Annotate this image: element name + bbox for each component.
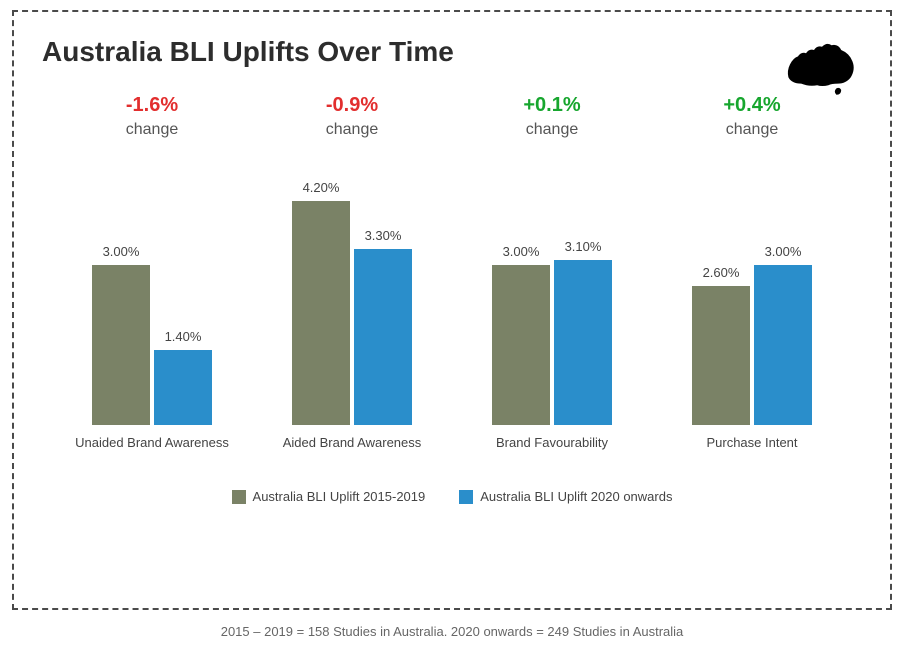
bar (754, 265, 812, 425)
bar-group: 4.20%3.30% Aided Brand Awareness (264, 185, 440, 469)
category-label: Brand Favourability (496, 435, 608, 469)
legend-swatch (232, 490, 246, 504)
bar-wrap: 3.00% (92, 244, 150, 425)
category-label: Purchase Intent (706, 435, 797, 469)
bar-value-label: 1.40% (165, 329, 202, 344)
bar (292, 201, 350, 425)
bar-value-label: 3.10% (565, 239, 602, 254)
change-item: -0.9% change (252, 94, 452, 139)
chart-title: Australia BLI Uplifts Over Time (42, 36, 862, 68)
legend-swatch (459, 490, 473, 504)
bar-wrap: 3.00% (754, 244, 812, 425)
change-label: change (252, 121, 452, 139)
change-label: change (652, 121, 852, 139)
australia-map-icon (782, 34, 862, 98)
change-value: -0.9% (252, 94, 452, 117)
change-label: change (52, 121, 252, 139)
bar-value-label: 3.00% (765, 244, 802, 259)
bar (692, 286, 750, 425)
bar-chart-area: 3.00%1.40%Unaided Brand Awareness4.20%3.… (42, 179, 862, 469)
bar-pair: 3.00% 1.40% (64, 185, 240, 425)
bar-value-label: 2.60% (703, 265, 740, 280)
bar-group: 3.00% 1.40% Unaided Brand Awareness (64, 185, 240, 469)
change-item: +0.1% change (452, 94, 652, 139)
category-label: Unaided Brand Awareness (75, 435, 229, 469)
change-summary-row: -1.6%change-0.9%change+0.1%change+0.4%ch… (42, 94, 862, 139)
bar-value-label: 3.00% (103, 244, 140, 259)
bar-value-label: 3.30% (365, 228, 402, 243)
legend-item: Australia BLI Uplift 2015-2019 (232, 489, 426, 504)
bar-value-label: 4.20% (303, 180, 340, 195)
category-label: Aided Brand Awareness (283, 435, 422, 469)
bar-value-label: 3.00% (503, 244, 540, 259)
bar-group: 2.60% 3.00% Purchase Intent (664, 185, 840, 469)
change-label: change (452, 121, 652, 139)
bar-group: 3.00% 3.10% Brand Favourability (464, 185, 640, 469)
chart-frame: Australia BLI Uplifts Over Time -1.6%cha… (12, 10, 892, 610)
bar (554, 260, 612, 425)
bar-pair: 4.20%3.30% (264, 185, 440, 425)
bar-wrap: 2.60% (692, 265, 750, 425)
bar (154, 350, 212, 425)
bar (354, 249, 412, 425)
bar-wrap: 1.40% (154, 329, 212, 425)
change-value: -1.6% (52, 94, 252, 117)
bar-wrap: 3.00% (492, 244, 550, 425)
bar-wrap: 3.30% (354, 228, 412, 425)
chart-footnote: 2015 – 2019 = 158 Studies in Australia. … (12, 624, 892, 639)
change-item: +0.4%change (652, 94, 852, 139)
bar-wrap: 3.10% (554, 239, 612, 425)
chart-legend: Australia BLI Uplift 2015-2019 Australia … (42, 489, 862, 504)
change-value: +0.1% (452, 94, 652, 117)
bar-pair: 3.00% 3.10% (464, 185, 640, 425)
bar (492, 265, 550, 425)
bar-pair: 2.60% 3.00% (664, 185, 840, 425)
change-item: -1.6% change (52, 94, 252, 139)
legend-label: Australia BLI Uplift 2020 onwards (480, 489, 672, 504)
legend-label: Australia BLI Uplift 2015-2019 (253, 489, 426, 504)
bar-wrap: 4.20% (292, 180, 350, 425)
legend-item: Australia BLI Uplift 2020 onwards (459, 489, 672, 504)
bar (92, 265, 150, 425)
